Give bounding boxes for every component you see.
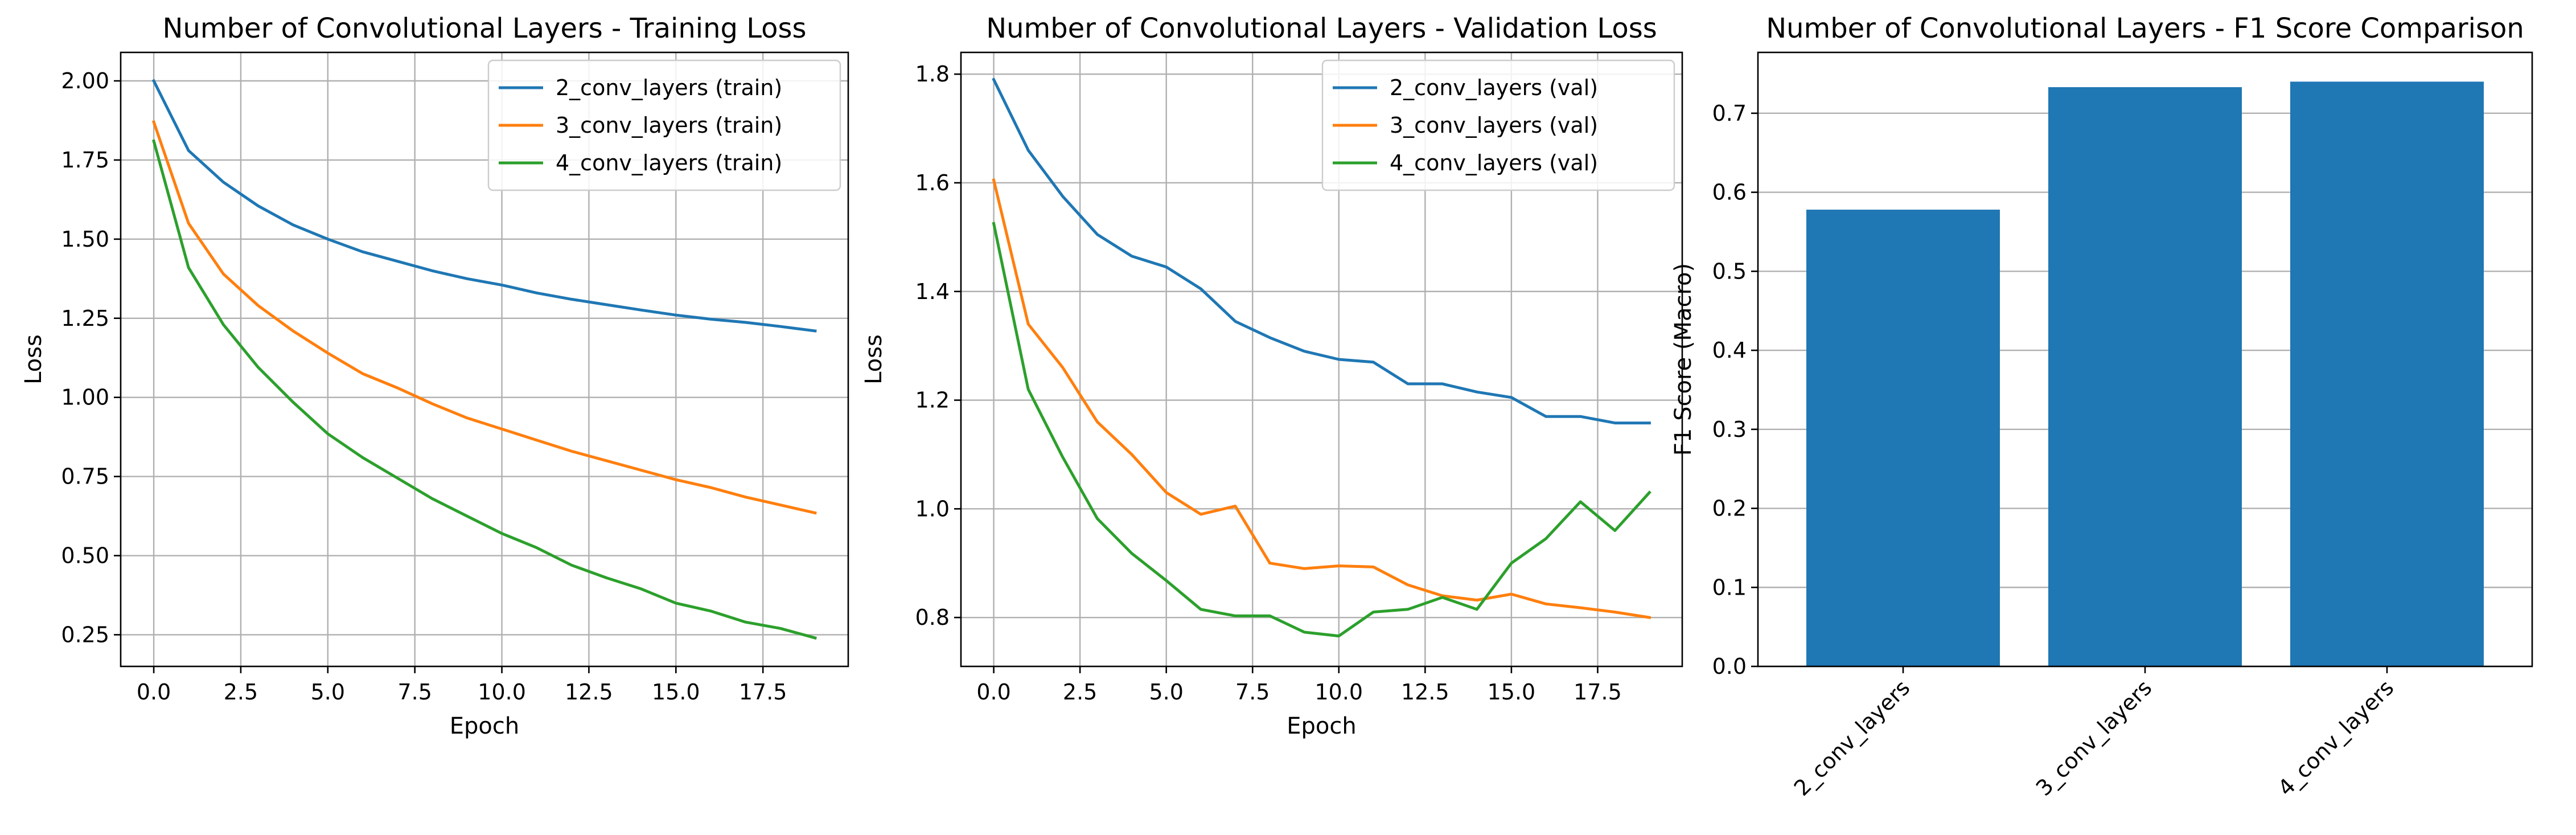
series-line-1	[151, 79, 817, 333]
legend-label: 2_conv_layers (val)	[1390, 75, 1598, 100]
chart-2: 0.8 1.0 1.2 1.4 1.6 1.8 0.0 2.5 5.0 7.5 10.0 12.5 15…	[861, 13, 1683, 739]
y-tick-label: 0.1	[1712, 575, 1747, 600]
x-tick-label: 10.0	[1315, 680, 1363, 705]
y-axis-label: Loss	[20, 334, 47, 384]
legend-label: 3_conv_layers (train)	[556, 113, 782, 138]
chart-title: Number of Convolutional Layers - Trainin…	[163, 13, 807, 44]
x-tick-label: 15.0	[652, 680, 700, 705]
y-tick-label: 0.7	[1712, 101, 1747, 126]
chart-1: 0.25 0.50 0.75 1.00 1.25 1.50 1.75 2.00 0.0 2.5 5.…	[20, 13, 849, 739]
x-tick-label: 12.5	[565, 680, 613, 705]
y-tick-label: 0.6	[1712, 180, 1747, 205]
x-tick-label: 15.0	[1488, 680, 1536, 705]
y-tick-label: 1.75	[61, 148, 109, 173]
y-tick-label: 1.0	[915, 496, 950, 521]
x-tick-label: 0.0	[137, 680, 171, 705]
x-tick-label: 17.5	[1573, 680, 1622, 705]
x-tick-label: 2_conv_layers	[1789, 675, 1915, 801]
legend-box	[487, 59, 841, 191]
series-line-2	[151, 120, 817, 515]
bar-2_conv_layers	[1806, 210, 2000, 666]
x-tick-label: 5.0	[1149, 680, 1183, 705]
y-axis-label: F1 Score (Macro)	[1670, 263, 1696, 456]
series-line-3	[992, 222, 1651, 638]
x-tick-label: 7.5	[1235, 680, 1269, 705]
y-tick-label: 1.8	[915, 62, 950, 87]
y-tick-label: 0.75	[61, 464, 109, 489]
y-tick-label: 0.0	[1712, 654, 1747, 679]
x-tick-label: 5.0	[311, 680, 345, 705]
y-tick-label: 1.50	[61, 227, 109, 252]
legend: 2_conv_layers (train) 3_conv_layers (trai…	[487, 59, 841, 191]
y-tick-label: 1.2	[915, 388, 950, 413]
y-tick-label: 0.25	[61, 622, 109, 647]
y-tick-label: 0.8	[915, 605, 950, 630]
x-tick-label: 2.5	[224, 680, 258, 705]
x-tick-label: 3_conv_layers	[2031, 675, 2157, 801]
bar-3_conv_layers	[2048, 87, 2242, 666]
series-line-1	[992, 77, 1651, 425]
series-line-2	[992, 178, 1651, 619]
y-tick-label: 1.4	[915, 279, 950, 304]
chart-title: Number of Convolutional Layers - F1 Scor…	[1766, 13, 2524, 44]
series-line-3	[152, 139, 817, 640]
x-axis-label: Epoch	[450, 713, 519, 739]
y-axis-label: Loss	[861, 334, 887, 384]
legend-label: 2_conv_layers (train)	[556, 75, 782, 100]
x-tick-label: 12.5	[1401, 680, 1449, 705]
x-tick-label: 7.5	[397, 680, 432, 705]
y-tick-label: 0.4	[1712, 338, 1747, 363]
axes-frame	[960, 51, 1683, 668]
y-tick-label: 0.5	[1712, 259, 1747, 284]
legend: 2_conv_layers (val) 3_conv_layers (val) 4_…	[1321, 59, 1675, 191]
y-tick-label: 0.50	[61, 543, 109, 568]
legend-label: 4_conv_layers (val)	[1390, 150, 1598, 175]
x-tick-label: 0.0	[976, 680, 1010, 705]
legend-label: 4_conv_layers (train)	[556, 150, 782, 175]
x-tick-label: 4_conv_layers	[2273, 675, 2399, 801]
y-tick-label: 0.3	[1712, 417, 1747, 442]
axes-frame	[120, 51, 849, 668]
legend-label: 3_conv_layers (val)	[1390, 113, 1598, 138]
legend-box	[1321, 59, 1675, 191]
chart-title: Number of Convolutional Layers - Validat…	[986, 13, 1657, 44]
bar-4_conv_layers	[2290, 81, 2484, 666]
x-tick-label: 17.5	[739, 680, 787, 705]
x-tick-label: 2.5	[1063, 680, 1097, 705]
y-tick-label: 2.00	[61, 68, 109, 93]
chart-3: 0.0 0.1 0.2 0.3 0.4 0.5 0.6 0.7 2_conv_layers 3_c…	[1670, 13, 2533, 801]
x-axis-label: Epoch	[1287, 713, 1356, 739]
y-tick-label: 1.6	[915, 170, 950, 195]
y-tick-label: 0.2	[1712, 496, 1747, 521]
x-tick-label: 10.0	[478, 680, 526, 705]
y-tick-label: 1.25	[61, 306, 109, 331]
y-tick-label: 1.00	[61, 385, 109, 410]
